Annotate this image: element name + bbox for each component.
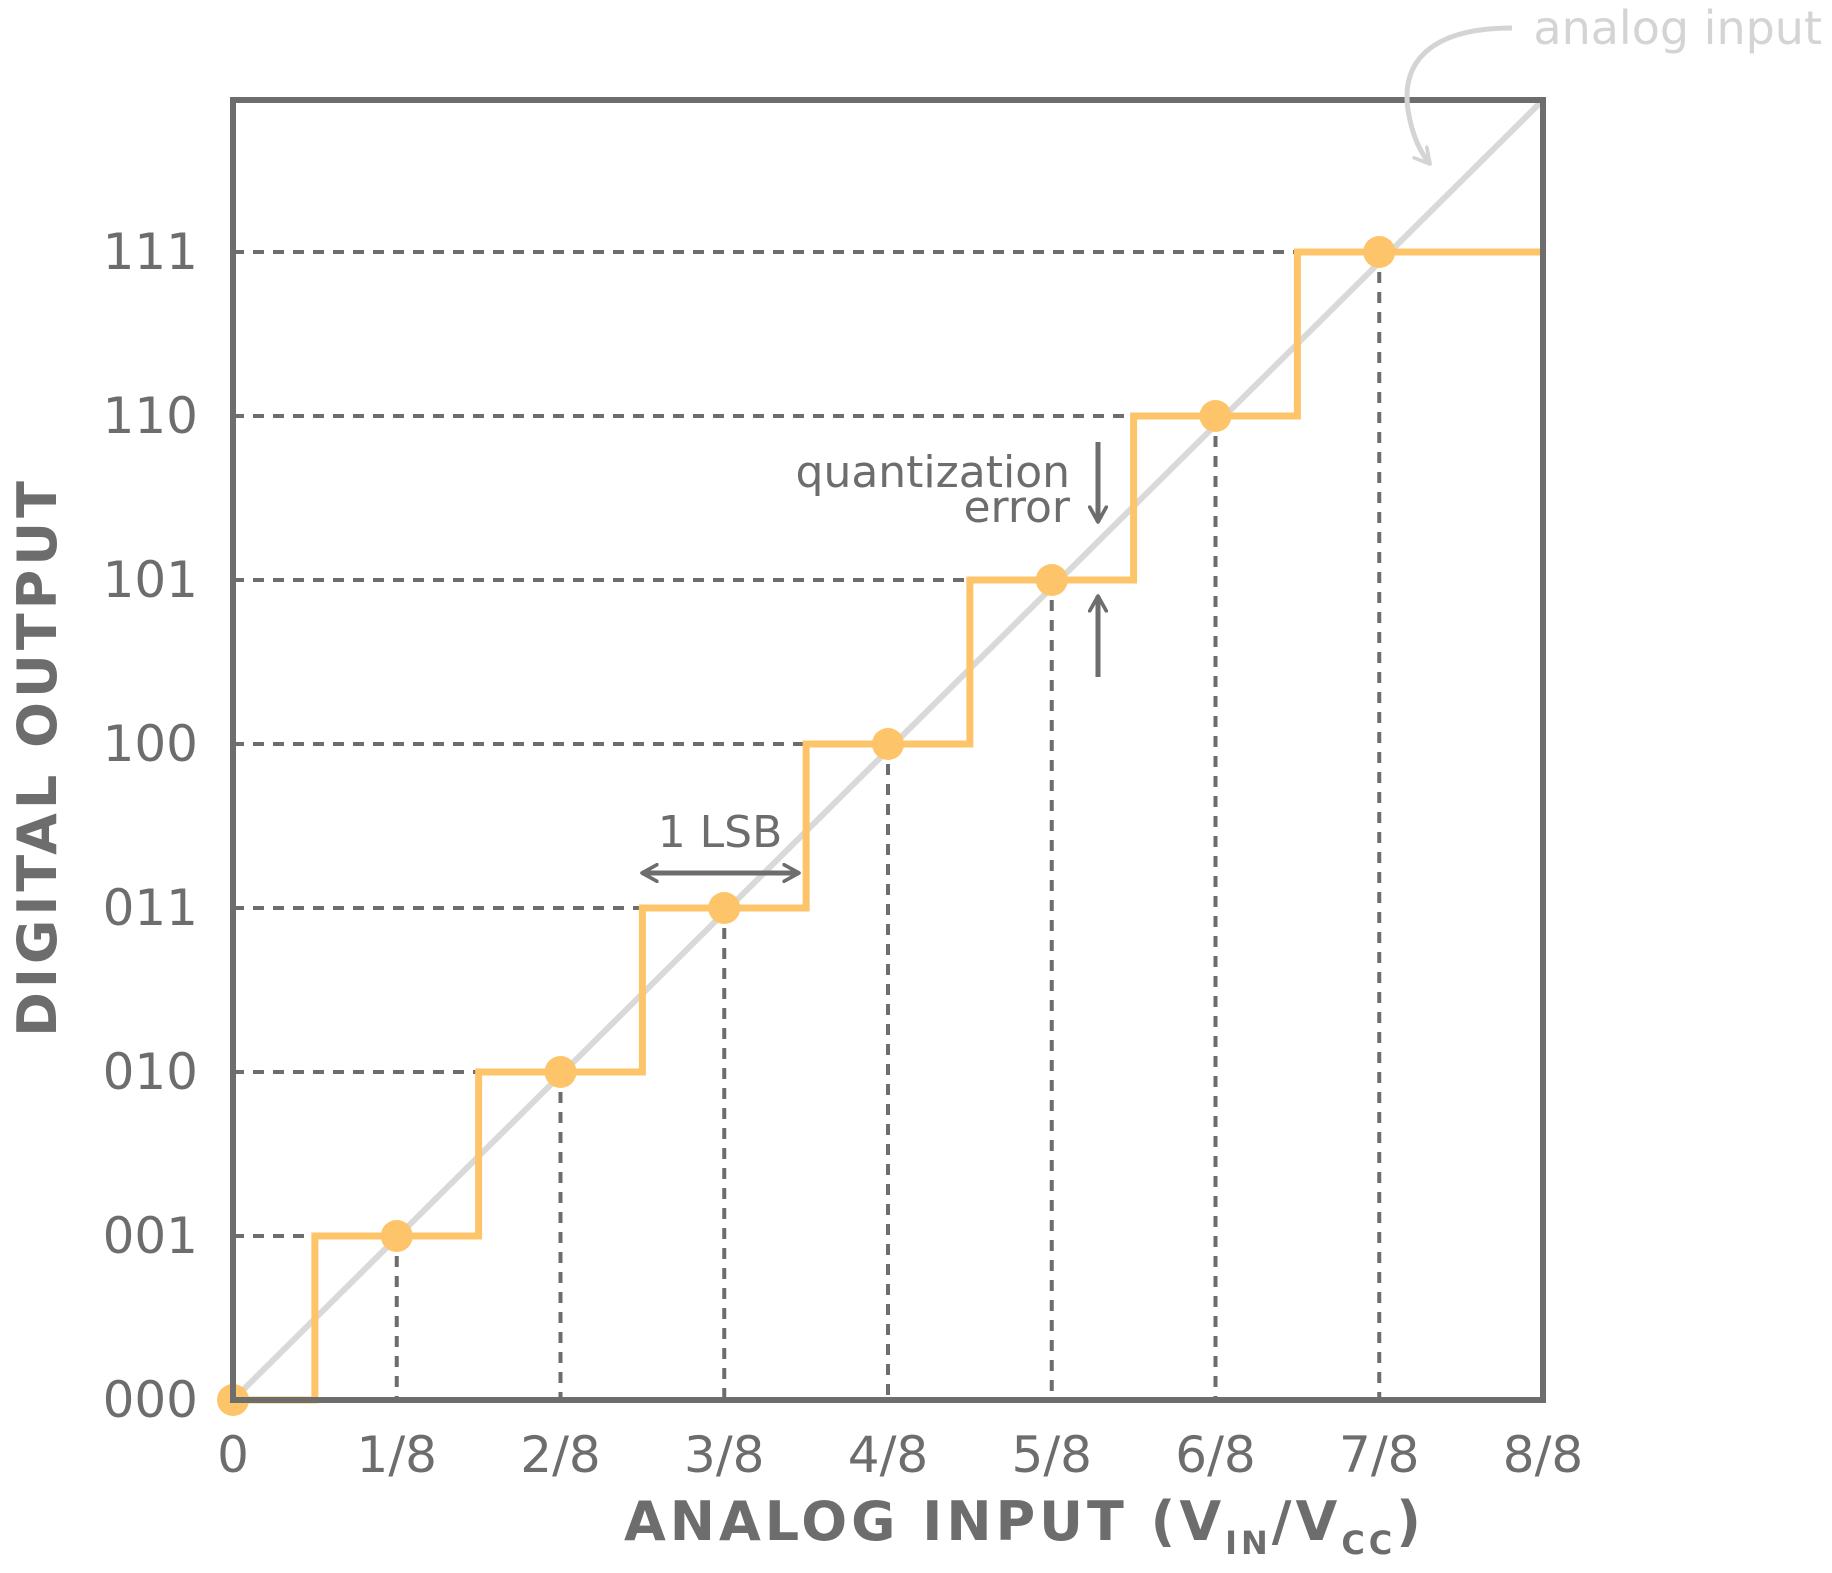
- code-point-marker: [544, 1056, 577, 1088]
- x-tick-label: 4/8: [848, 1426, 928, 1484]
- y-tick-label: 001: [103, 1207, 198, 1265]
- lsb-label: 1 LSB: [658, 807, 783, 858]
- quantization-label-line2: error: [963, 482, 1070, 533]
- y-tick-label: 101: [103, 551, 198, 609]
- code-point-marker: [380, 1220, 413, 1252]
- y-tick-label: 111: [103, 223, 198, 281]
- quantization-annotation: quantization error: [796, 442, 1098, 677]
- x-tick-labels: 0 1/8 2/8 3/8 4/8 5/8 6/8 7/8 8/8: [217, 1426, 1583, 1484]
- y-tick-label: 010: [103, 1043, 198, 1101]
- y-tick-label: 110: [103, 387, 198, 445]
- code-point-marker: [1035, 564, 1068, 596]
- code-point-marker: [1199, 400, 1232, 432]
- x-tick-label: 5/8: [1012, 1426, 1092, 1484]
- analog-input-arrow: [1404, 25, 1513, 164]
- y-tick-label: 011: [103, 879, 198, 937]
- y-tick-label: 000: [103, 1371, 198, 1429]
- analog-input-annotation: analog input: [1404, 1, 1822, 164]
- x-tick-label: 1/8: [357, 1426, 437, 1484]
- guide-lines: [233, 250, 1382, 1400]
- y-tick-label: 100: [103, 715, 198, 773]
- quantization-label-line1: quantization: [796, 447, 1070, 498]
- code-point-marker: [872, 728, 904, 760]
- x-tick-label: 6/8: [1175, 1426, 1255, 1484]
- x-tick-label: 8/8: [1503, 1426, 1583, 1484]
- analog-input-label: analog input: [1533, 1, 1822, 55]
- x-tick-label: 2/8: [520, 1426, 600, 1484]
- x-tick-label: 7/8: [1339, 1426, 1419, 1484]
- lsb-annotation: 1 LSB: [642, 807, 799, 873]
- x-axis-title: ANALOG INPUT (VIN/VCC): [624, 1490, 1425, 1562]
- plot-frame: [230, 97, 1546, 1403]
- code-points: [217, 236, 1396, 1416]
- y-tick-labels: 000 001 010 011 100 101 110 111: [103, 223, 198, 1429]
- y-axis-title: DIGITAL OUTPUT: [6, 477, 69, 1037]
- code-point-marker: [708, 892, 741, 924]
- x-tick-label: 0: [217, 1426, 249, 1484]
- code-point-marker: [1363, 236, 1396, 268]
- x-tick-label: 3/8: [684, 1426, 764, 1484]
